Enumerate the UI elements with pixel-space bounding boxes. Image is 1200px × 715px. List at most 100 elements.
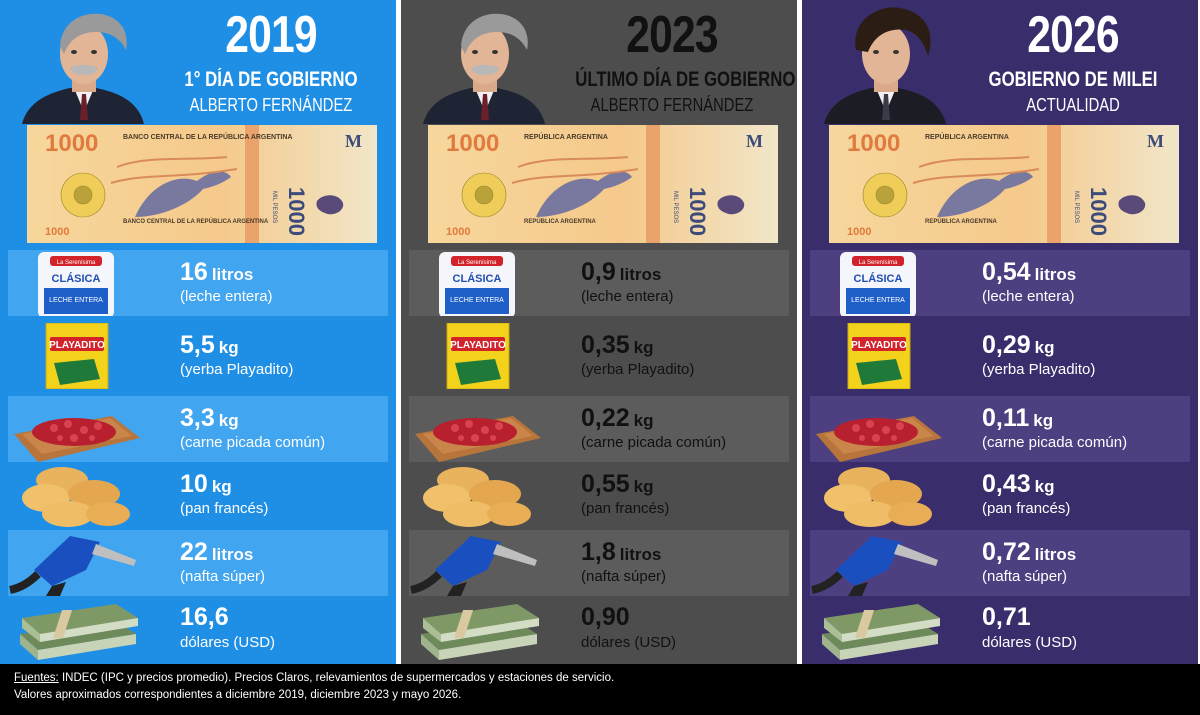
banknote-1000-icon: 1000 1000 REPÚBLICA ARGENTINA REPÚBLICA ARG… — [428, 125, 778, 243]
svg-text:1000: 1000 — [45, 130, 98, 157]
quantity-unit: litros — [211, 265, 254, 284]
quantity: 0,72 litros — [982, 538, 1076, 570]
milk-bag-icon: La Serenísima CLÁSICA LECHE ENTERA — [8, 250, 148, 318]
quantity-value: 5,5 — [180, 331, 215, 359]
product-row: 16,6 dólares (USD) — [8, 598, 388, 664]
svg-text:M: M — [1147, 131, 1164, 151]
quantity: 0,35 kg — [581, 331, 654, 363]
portrait-icon — [820, 2, 950, 124]
footer: Fuentes: INDEC (IPC y precios promedio).… — [0, 664, 1200, 715]
quantity: 0,29 kg — [982, 331, 1055, 363]
quantity: 0,55 kg — [581, 470, 654, 502]
quantity-value: 16 — [180, 258, 208, 286]
svg-text:1000: 1000 — [847, 130, 900, 157]
fuel-nozzle-icon — [8, 530, 148, 596]
product-row: 0,55 kg (pan francés) — [409, 462, 789, 528]
svg-text:MIL PESOS: MIL PESOS — [1073, 191, 1079, 223]
bread-icon — [8, 462, 148, 528]
quantity-unit: kg — [218, 411, 239, 430]
product-label: (leche entera) — [982, 288, 1075, 305]
portrait-icon — [18, 2, 148, 124]
president-name: ALBERTO FERNÁNDEZ — [590, 95, 754, 115]
quantity-value: 0,11 — [982, 404, 1030, 432]
footer-sources: Fuentes: INDEC (IPC y precios promedio).… — [14, 670, 1186, 687]
product-label: (yerba Playadito) — [581, 361, 695, 378]
fuel-nozzle-icon — [409, 530, 549, 596]
product-label: (nafta súper) — [581, 568, 667, 585]
dollar-stack-icon — [409, 598, 549, 664]
year-heading: 2023 — [626, 6, 718, 64]
quantity-unit: kg — [1033, 411, 1054, 430]
column-2019: 2019 1° DÍA DE GOBIERNO ALBERTO FERNÁNDEZ 1… — [0, 0, 396, 664]
svg-text:LECHE ENTERA: LECHE ENTERA — [450, 297, 504, 304]
president-name: ALBERTO FERNÁNDEZ — [189, 95, 353, 115]
quantity-value: 22 — [180, 538, 208, 566]
svg-text:CLÁSICA: CLÁSICA — [52, 272, 101, 285]
product-row: 0,11 kg (carne picada común) — [810, 396, 1190, 462]
year-heading: 2026 — [1027, 6, 1119, 64]
banknote-1000-icon: 1000 1000 REPÚBLICA ARGENTINA REPÚBLICA ARG… — [829, 125, 1179, 243]
quantity-unit: litros — [211, 545, 254, 564]
president-name: ACTUALIDAD — [1026, 95, 1120, 115]
quantity-unit: kg — [1034, 477, 1055, 496]
quantity: 0,9 litros — [581, 258, 661, 290]
quantity-value: 0,90 — [581, 603, 630, 631]
quantity-value: 0,54 — [982, 258, 1031, 286]
product-row: 0,43 kg (pan francés) — [810, 462, 1190, 528]
quantity-value: 0,9 — [581, 258, 616, 286]
product-row: 0,71 dólares (USD) — [810, 598, 1190, 664]
svg-text:BANCO CENTRAL DE LA REPÚBLICA: BANCO CENTRAL DE LA REPÚBLICA ARGENTINA — [123, 132, 292, 141]
product-label: (leche entera) — [581, 288, 674, 305]
product-label: (yerba Playadito) — [180, 361, 294, 378]
product-row: 10 kg (pan francés) — [8, 462, 388, 528]
quantity: 16 litros — [180, 258, 253, 290]
yerba-package-icon: PLAYADITO — [8, 322, 148, 390]
period-subtitle: 1° DÍA DE GOBIERNO — [184, 68, 358, 91]
ground-meat-icon — [810, 396, 950, 462]
milk-bag-icon: La Serenísima CLÁSICA LECHE ENTERA — [810, 250, 950, 318]
product-label: (pan francés) — [180, 500, 269, 517]
quantity-unit: litros — [619, 545, 662, 564]
quantity-value: 0,72 — [982, 538, 1031, 566]
quantity-unit: kg — [211, 477, 232, 496]
svg-text:La Serenísima: La Serenísima — [859, 260, 898, 266]
product-row: 0,72 litros (nafta súper) — [810, 530, 1190, 596]
quantity-unit: litros — [619, 265, 662, 284]
period-subtitle: ÚLTIMO DÍA DE GOBIERNO — [575, 68, 796, 91]
product-row: 3,3 kg (carne picada común) — [8, 396, 388, 462]
product-row: La Serenísima CLÁSICA LECHE ENTERA 16 litros… — [8, 250, 388, 318]
product-label: (nafta súper) — [982, 568, 1068, 585]
bread-icon — [409, 462, 549, 528]
quantity: 0,54 litros — [982, 258, 1076, 290]
yerba-package-icon: PLAYADITO — [810, 322, 950, 390]
sources-text: INDEC (IPC y precios promedio). Precios … — [58, 672, 615, 684]
quantity: 10 kg — [180, 470, 232, 502]
product-label: dólares (USD) — [581, 634, 677, 651]
product-row: La Serenísima CLÁSICA LECHE ENTERA 0,54 litr… — [810, 250, 1190, 318]
year-heading: 2019 — [225, 6, 317, 64]
svg-text:BANCO CENTRAL DE LA REPÚBLICA: BANCO CENTRAL DE LA REPÚBLICA ARGENTINA — [123, 218, 269, 225]
product-row: 22 litros (nafta súper) — [8, 530, 388, 596]
quantity-unit: kg — [633, 477, 654, 496]
quantity-unit: litros — [1034, 265, 1077, 284]
product-label: dólares (USD) — [180, 634, 276, 651]
svg-text:MIL PESOS: MIL PESOS — [271, 191, 277, 223]
quantity-value: 0,35 — [581, 331, 630, 359]
quantity-value: 1,8 — [581, 538, 616, 566]
quantity-unit: kg — [218, 338, 239, 357]
svg-text:REPÚBLICA ARGENTINA: REPÚBLICA ARGENTINA — [524, 132, 608, 141]
svg-text:REPÚBLICA ARGENTINA: REPÚBLICA ARGENTINA — [925, 218, 998, 225]
banknote-1000-icon: 1000 1000 BANCO CENTRAL DE LA REPÚBLICA AR… — [27, 125, 377, 243]
svg-text:LECHE ENTERA: LECHE ENTERA — [851, 297, 905, 304]
quantity-value: 0,71 — [982, 603, 1031, 631]
product-row: 1,8 litros (nafta súper) — [409, 530, 789, 596]
product-row: 0,90 dólares (USD) — [409, 598, 789, 664]
svg-text:1000: 1000 — [284, 187, 309, 236]
svg-text:PLAYADITO: PLAYADITO — [450, 340, 506, 351]
svg-text:LECHE ENTERA: LECHE ENTERA — [49, 297, 103, 304]
svg-text:PLAYADITO: PLAYADITO — [49, 340, 105, 351]
svg-text:MIL PESOS: MIL PESOS — [672, 191, 678, 223]
svg-text:M: M — [746, 131, 763, 151]
quantity: 22 litros — [180, 538, 253, 570]
ground-meat-icon — [409, 396, 549, 462]
